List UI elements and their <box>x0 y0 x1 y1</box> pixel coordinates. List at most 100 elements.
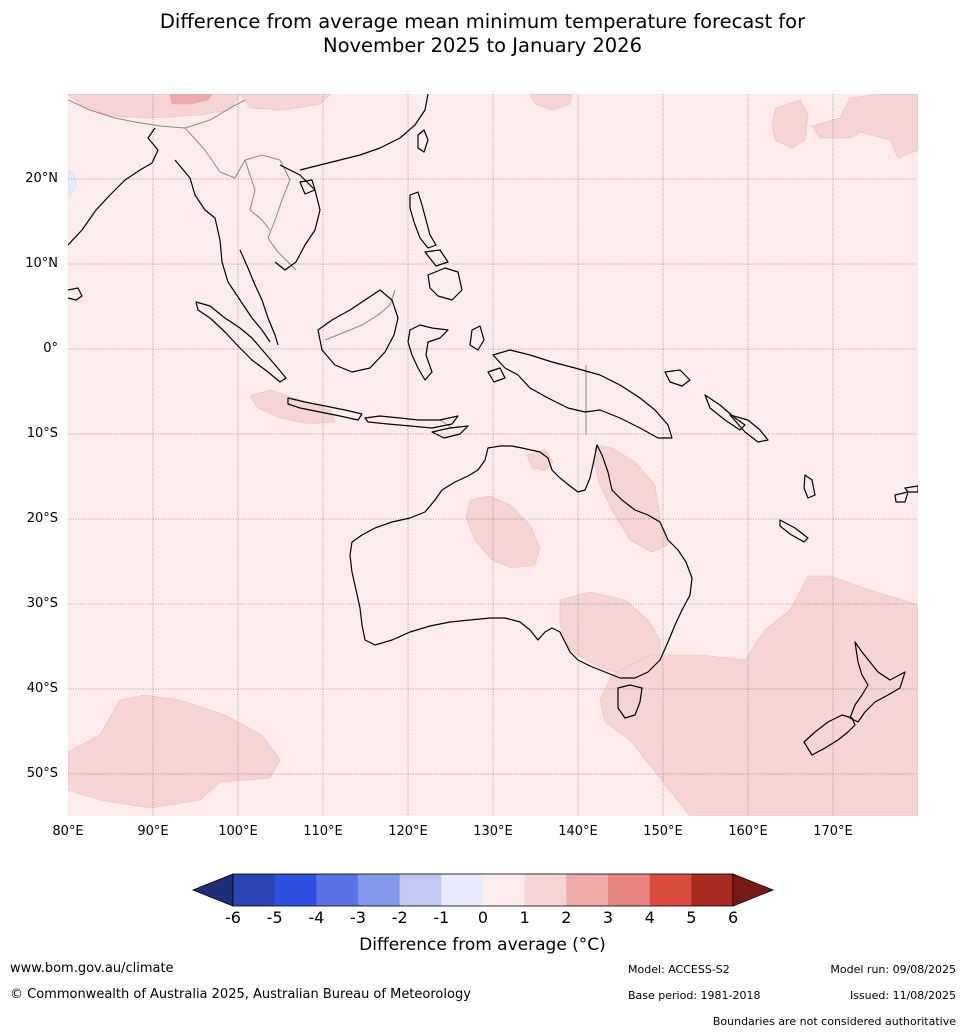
lat-label-0: 0° <box>43 341 58 356</box>
colorbar-tick-label: 3 <box>602 908 614 927</box>
anomaly-region-cool-edge <box>68 169 77 197</box>
colorbar-label: Difference from average (°C) <box>359 935 606 955</box>
coast-java <box>287 397 363 421</box>
coast-solomon-islands <box>729 414 769 443</box>
coast-borneo <box>317 289 399 373</box>
lon-label-170e: 170°E <box>813 824 853 839</box>
colorbar-segment <box>399 874 442 906</box>
coast-bismarck-archipelago <box>664 369 746 431</box>
anomaly-region-north-pacific-a <box>771 99 809 149</box>
colorbar-tick-label: 0 <box>477 908 489 927</box>
lat-label-10n: 10°N <box>25 256 58 271</box>
colorbar-segment <box>274 874 317 906</box>
anomaly-region-top-end <box>526 449 554 471</box>
colorbar-tick-label: -1 <box>433 908 450 927</box>
anomaly-region-north-pacific-b <box>811 94 918 159</box>
coast-indian-subcontinent <box>68 127 159 246</box>
anomaly-region-southern-indian-ocean <box>68 694 281 809</box>
coast-new-guinea <box>492 349 673 439</box>
coast-philippines-mindanao <box>427 267 463 301</box>
anomaly-region-pacific-north <box>529 94 573 111</box>
colorbar-tick-label: -4 <box>308 908 325 927</box>
coast-china-south <box>299 94 429 171</box>
colorbar-segment <box>608 874 651 906</box>
colorbar-tick-label: -6 <box>225 908 241 927</box>
colorbar-tick-label: 1 <box>519 908 530 927</box>
colorbar-segment <box>358 874 401 906</box>
colorbar-tick-label: 6 <box>727 908 739 927</box>
border-timor <box>439 419 453 429</box>
lat-label-50s: 50°S <box>26 766 58 781</box>
lat-label-10s: 10°S <box>26 426 58 441</box>
map-title: Difference from average mean minimum tem… <box>0 10 965 58</box>
border-mainland-southeast-asia <box>184 127 297 271</box>
lat-label-20n: 20°N <box>25 171 58 186</box>
coast-bay-of-bengal-east <box>174 159 271 343</box>
colorbar-tick-label: 5 <box>686 908 697 927</box>
coast-sri-lanka-region <box>68 287 83 301</box>
colorbar-tick-label: -2 <box>391 908 408 927</box>
coast-taiwan <box>417 129 429 153</box>
coast-malay-peninsula <box>239 249 279 346</box>
lat-label-40s: 40°S <box>26 681 58 696</box>
anomaly-region-queensland <box>593 444 669 553</box>
coast-maluku <box>469 325 506 383</box>
colorbar-segment <box>566 874 609 906</box>
lon-label-140e: 140°E <box>558 824 598 839</box>
lon-label-100e: 100°E <box>218 824 258 839</box>
coast-sulawesi <box>407 324 449 381</box>
coast-fiji <box>894 485 918 503</box>
anomaly-region-indonesia-south <box>249 389 336 425</box>
lon-label-120e: 120°E <box>388 824 428 839</box>
coast-new-caledonia <box>779 519 809 543</box>
coast-new-zealand-north <box>849 641 906 723</box>
colorbar-segment <box>691 874 734 906</box>
coast-philippines-visayas <box>424 249 449 267</box>
colorbar-segment <box>441 874 484 906</box>
colorbar-tick-label: -3 <box>350 908 366 927</box>
colorbar-segment <box>233 874 276 906</box>
disclaimer-text: Boundaries are not considered authoritat… <box>712 1015 956 1028</box>
colorbar-segment <box>649 874 692 906</box>
lat-label-20s: 20°S <box>26 511 58 526</box>
lon-label-150e: 150°E <box>643 824 683 839</box>
colorbar-tick-label: 2 <box>561 908 572 927</box>
border-borneo <box>324 289 396 341</box>
coast-tasmania <box>617 684 643 719</box>
colorbar <box>191 873 775 907</box>
coast-timor <box>431 425 469 439</box>
issued-text: Issued: 11/08/2025 <box>849 989 956 1002</box>
title-line-2: November 2025 to January 2026 <box>323 34 642 57</box>
coast-philippines-luzon <box>409 191 437 249</box>
colorbar-tick-label: -5 <box>266 908 283 927</box>
model-run-text: Model run: 09/08/2025 <box>830 963 956 976</box>
lon-label-160e: 160°E <box>728 824 768 839</box>
coast-new-zealand-south <box>803 714 856 756</box>
lon-label-90e: 90°E <box>137 824 169 839</box>
coast-sumatra <box>195 301 287 383</box>
lon-label-110e: 110°E <box>303 824 343 839</box>
colorbar-extend-low <box>191 873 234 907</box>
colorbar-segment <box>316 874 359 906</box>
border-himalaya <box>68 99 246 129</box>
anomaly-region-himalaya-warm <box>169 94 213 105</box>
colorbar-segment <box>524 874 567 906</box>
border-indochina <box>244 159 271 231</box>
coast-australia <box>349 444 693 679</box>
website-link[interactable]: www.bom.gov.au/climate <box>10 961 174 976</box>
anomaly-region-south-china <box>239 94 331 111</box>
colorbar-extend-high <box>732 873 775 907</box>
anomaly-region-western-australia <box>465 495 541 569</box>
coast-hainan <box>299 179 316 195</box>
coast-indochina-east <box>274 164 321 271</box>
coast-lesser-sunda <box>364 415 459 429</box>
colorbar-segment <box>483 874 526 906</box>
title-line-1: Difference from average mean minimum tem… <box>159 10 806 33</box>
colorbar-tick-label: 4 <box>644 908 655 927</box>
coast-vanuatu <box>803 474 816 499</box>
base-period-text: Base period: 1981-2018 <box>628 989 761 1002</box>
lat-label-30s: 30°S <box>26 596 58 611</box>
copyright-text: © Commonwealth of Australia 2025, Austra… <box>10 987 471 1002</box>
anomaly-region-tasman-sea <box>599 575 918 816</box>
